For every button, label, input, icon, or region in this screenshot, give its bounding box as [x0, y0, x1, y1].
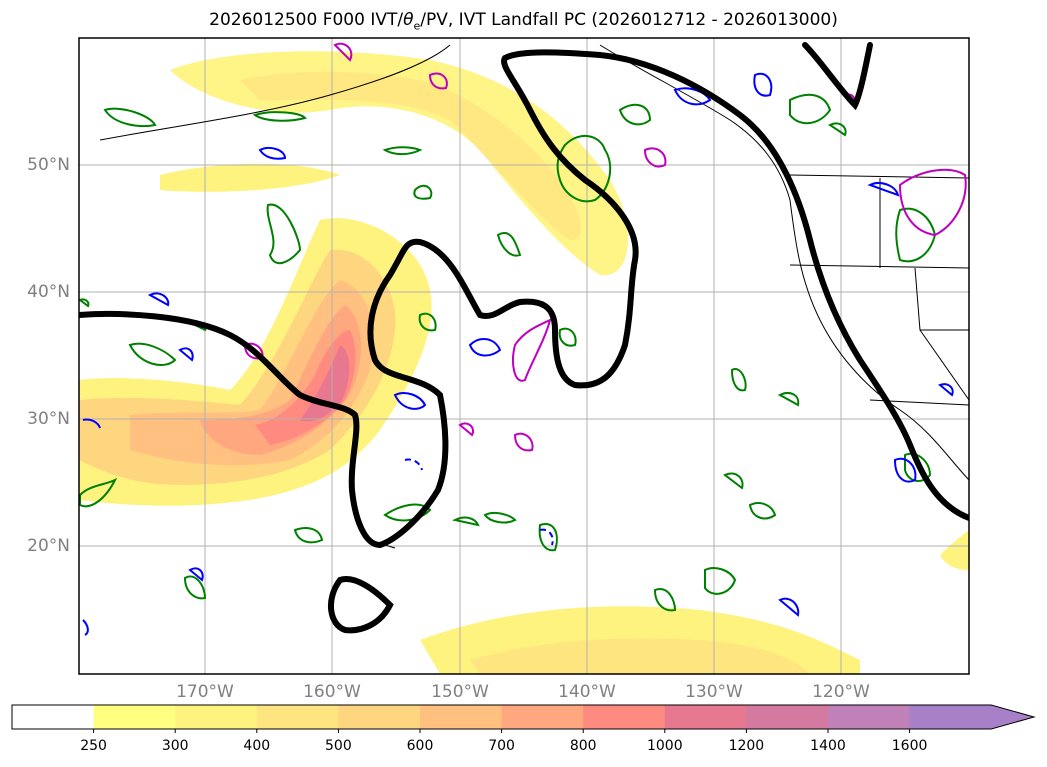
lat-label-30: 30°N — [27, 409, 70, 429]
colorbar — [11, 704, 1036, 733]
coastline — [99, 44, 969, 549]
colorbar-segment — [583, 705, 666, 729]
colorbar-segment — [12, 705, 95, 729]
colorbar-tick-label: 800 — [569, 738, 597, 754]
colorbar-tick-label: 600 — [406, 738, 434, 754]
colorbar-segment — [664, 705, 747, 729]
colorbar-segment — [828, 705, 911, 729]
colorbar-segment — [420, 705, 503, 729]
colorbar-segment — [175, 705, 258, 729]
colorbar-tick-label: 1200 — [728, 738, 765, 754]
lat-label-20: 20°N — [27, 536, 70, 556]
lon-label-160: 160°W — [303, 682, 361, 702]
lon-label-150: 150°W — [431, 682, 489, 702]
lat-label-50: 50°N — [27, 155, 70, 175]
other-contours — [243, 42, 967, 452]
colorbar-tick-label: 1400 — [810, 738, 846, 754]
map-title: 2026012500 F000 IVT/θe/PV, IVT Landfall … — [209, 10, 838, 33]
colorbar-segment — [501, 705, 584, 729]
colorbar-segment — [338, 705, 421, 729]
lon-label-140: 140°W — [558, 682, 616, 702]
pv-contours — [82, 72, 954, 636]
colorbar-segment — [256, 705, 339, 729]
map-frame — [78, 37, 970, 675]
colorbar-segment — [746, 705, 829, 729]
lon-label-130: 130°W — [685, 682, 743, 702]
colorbar-tick-label: 300 — [161, 738, 189, 754]
pc-contour — [79, 42, 969, 634]
colorbar-segment — [93, 705, 176, 729]
theta-e-contours — [79, 93, 937, 612]
colorbar-tick-label: 400 — [243, 738, 271, 754]
colorbar-tick-label: 1600 — [891, 738, 928, 754]
lon-label-120: 120°W — [812, 682, 870, 702]
colorbar-tick-label: 250 — [80, 738, 107, 754]
colorbar-outline — [11, 704, 1036, 730]
colorbar-tick-label: 1000 — [646, 738, 683, 754]
lon-label-170: 170°W — [176, 682, 234, 702]
colorbar-extend — [909, 705, 1034, 729]
lat-label-40: 40°N — [27, 282, 70, 302]
colorbar-tick-label: 500 — [325, 738, 352, 754]
colorbar-tick-label: 700 — [488, 738, 515, 754]
graticule — [79, 38, 969, 674]
ivt-shading — [79, 51, 969, 674]
